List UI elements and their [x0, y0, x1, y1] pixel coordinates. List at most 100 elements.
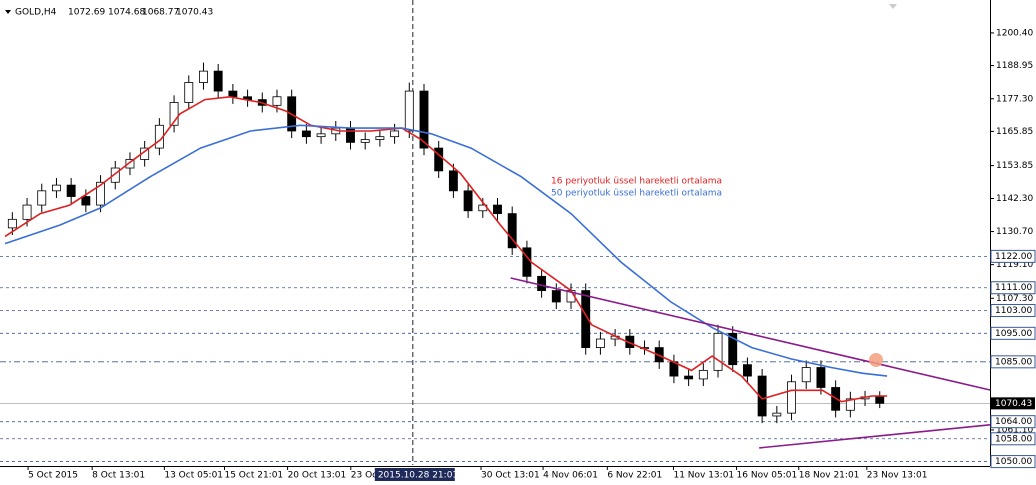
y-tick-label: 1119.10 [996, 260, 1033, 270]
y-tick-label: 1165.85 [996, 127, 1033, 137]
candle-body [199, 70, 208, 83]
y-tick-label: 1107.30 [996, 294, 1033, 304]
candle-body [448, 170, 458, 192]
candle-body [316, 133, 326, 138]
cursor-label: 2015.10.28 21:01 [378, 471, 458, 481]
candle-body [125, 159, 135, 169]
candle-body [522, 247, 532, 277]
candle-body [787, 381, 796, 414]
candle-body [684, 375, 694, 380]
candle-body [581, 290, 591, 348]
candle-body [360, 139, 370, 143]
candle-body [434, 147, 444, 172]
level-label-box [990, 415, 1036, 429]
cursor-label-box [374, 468, 455, 481]
candle-body [757, 375, 767, 417]
level-label-box [990, 326, 1036, 340]
moving-average [4, 95, 888, 403]
moving-average [4, 124, 888, 377]
last-price-label: 1070.43 [995, 399, 1032, 409]
header-close: 1070.43 [176, 8, 213, 18]
candle-body [184, 82, 194, 103]
y-tick-label: 1200.40 [996, 28, 1033, 38]
x-tick-label: 5 Oct 2015 [28, 471, 78, 481]
last-price-box [991, 397, 1035, 410]
level-label: 1103.00 [995, 306, 1032, 316]
level-label: 1058.00 [995, 434, 1032, 444]
candle-body [375, 136, 385, 140]
candle-body [22, 204, 32, 220]
y-tick-label: 1130.70 [996, 227, 1033, 237]
candle-body [728, 332, 738, 366]
candle-body [213, 70, 223, 92]
level-label-box [990, 281, 1036, 295]
candle-body [301, 130, 311, 138]
candle-body [110, 167, 120, 183]
candle-body [595, 338, 605, 348]
menu-arrow[interactable] [5, 10, 11, 14]
trendline [510, 277, 991, 391]
candle-body [52, 184, 61, 192]
level-label: 1095.00 [995, 329, 1032, 339]
x-tick-label: 4 Nov 06:01 [543, 471, 598, 481]
header-open: 1072.69 [68, 8, 105, 18]
candle-body [272, 96, 282, 106]
level-label-box [990, 455, 1036, 469]
x-tick-label: 30 Oct 13:01 [481, 471, 540, 481]
level-label: 1111.00 [995, 283, 1032, 293]
candle-body [419, 90, 429, 149]
candle-body [228, 90, 238, 98]
level-label: 1122.00 [995, 252, 1032, 262]
header-high: 1074.68 [108, 8, 145, 18]
candle-body [713, 332, 723, 371]
level-label-box [990, 304, 1036, 318]
y-tick-label: 1142.30 [996, 194, 1033, 204]
candle-body [845, 398, 855, 411]
candle-body [37, 190, 47, 206]
symbol-title: GOLD,H4 [15, 8, 57, 18]
candle-body [493, 204, 502, 215]
scroll-marker [889, 4, 897, 9]
candle-body [551, 290, 561, 303]
ma-annotation: 50 periyotluk üssel hareketli ortalama [551, 189, 722, 199]
level-label-box [990, 432, 1036, 446]
candle-body [66, 184, 76, 197]
x-tick-label: 16 Nov 05:01 [737, 471, 798, 481]
x-tick-label: 13 Oct 05:01 [164, 471, 223, 481]
candle-body [698, 369, 708, 380]
candle-body [7, 218, 17, 229]
y-tick-label: 1153.85 [996, 161, 1033, 171]
candle-body [772, 412, 782, 417]
y-tick-label: 1177.30 [996, 94, 1033, 104]
trendline [759, 424, 991, 449]
candle-body [404, 90, 414, 132]
candle-body [390, 130, 400, 138]
level-label-box [990, 355, 1036, 369]
candle-body [96, 181, 106, 206]
candle-body [81, 196, 91, 206]
candle-body [875, 396, 885, 404]
level-label: 1064.00 [995, 417, 1032, 427]
x-tick-label: 23 Nov 13:01 [867, 471, 928, 481]
plot: 16 periyotluk üssel hareketli ortalama 50… [0, 0, 991, 465]
x-tick-label: 15 Oct 21:01 [224, 471, 283, 481]
level-label-box [990, 249, 1036, 263]
y-tick-label: 1061.10 [996, 425, 1033, 435]
candle-body [537, 275, 547, 291]
highlight-dot [869, 353, 883, 367]
candle-body [169, 102, 179, 126]
y-tick-label: 1188.95 [996, 61, 1033, 71]
level-label: 1050.00 [995, 457, 1032, 467]
x-tick-label: 8 Oct 13:01 [92, 471, 145, 481]
x-tick-label: 11 Nov 13:01 [673, 471, 734, 481]
candle-body [463, 190, 473, 212]
candle-body [816, 367, 826, 388]
candle-body [507, 213, 517, 249]
candle-body [801, 367, 811, 383]
ma-annotation: 16 periyotluk üssel hareketli ortalama [551, 177, 722, 187]
x-tick-label: 18 Nov 21:01 [799, 471, 860, 481]
x-tick-label: 20 Oct 13:01 [288, 471, 347, 481]
level-label: 1085.00 [995, 357, 1032, 367]
